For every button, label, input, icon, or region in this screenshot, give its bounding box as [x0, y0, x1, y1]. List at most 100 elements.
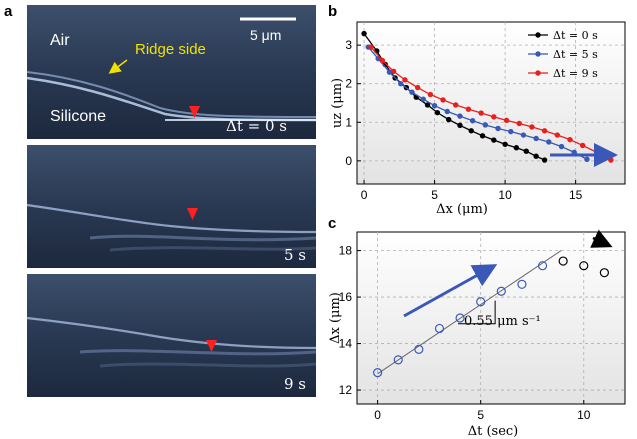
time-label-0: Δt = 0 s — [226, 117, 287, 135]
chart-c-ytick-label: 16 — [339, 290, 353, 304]
chart-b-point — [478, 110, 484, 116]
chart-b-point — [457, 122, 463, 129]
chart-c-point — [537, 261, 548, 271]
chart-b-point — [409, 89, 415, 95]
chart-b-point — [491, 137, 497, 143]
panel-label-c: c — [328, 215, 336, 232]
chart-b-point — [482, 122, 489, 128]
chart-b-point — [491, 114, 497, 120]
chart-b-point — [427, 91, 434, 98]
chart-b-legend-label: Δt = 0 s — [553, 29, 598, 42]
chart-c-fit-line — [377, 250, 562, 375]
chart-b-point — [431, 103, 438, 109]
chart-c: 0 5 10 12 14 16 18 — [339, 229, 626, 422]
micrograph-0s: 5 μm Air Ridge side Silicone Δt = 0 s — [26, 5, 317, 139]
chart-c-xtick-label: 10 — [577, 408, 591, 422]
scale-bar-label: 5 μm — [250, 27, 281, 43]
chart-b-ytick-label: 1 — [345, 115, 352, 129]
chart-b-point — [503, 117, 510, 124]
time-label-5: 5 s — [284, 246, 306, 264]
chart-c-point — [455, 313, 465, 323]
chart-b-point — [579, 142, 586, 149]
silicone-label: Silicone — [50, 108, 106, 125]
chart-c-xtick-label: 5 — [477, 408, 484, 422]
chart-b-point — [567, 136, 573, 143]
chart-c-point — [599, 268, 609, 278]
chart-c-xtick-label: 0 — [374, 408, 381, 422]
chart-b-point — [444, 108, 450, 115]
chart-c-slope-triangle — [458, 300, 496, 325]
chart-b-point — [541, 157, 548, 163]
chart-b-point — [516, 120, 522, 127]
chart-c-ytick-label: 12 — [339, 383, 353, 397]
chart-b-point — [554, 132, 560, 138]
micrograph-5s: 5 s — [26, 145, 317, 268]
chart-b-point — [584, 156, 590, 163]
chart-b-point — [424, 102, 431, 108]
chart-b-point — [529, 124, 535, 130]
chart-b-xtick-label: 5 — [431, 188, 438, 202]
chart-b-point — [434, 109, 441, 116]
chart-c-ytick-label: 14 — [339, 337, 353, 351]
panel-label-b: b — [328, 3, 337, 20]
chart-b-point — [608, 157, 614, 163]
chart-c-ytick-label: 18 — [339, 244, 353, 258]
panel-label-a: a — [4, 3, 13, 20]
chart-b-xtick-label: 10 — [498, 188, 512, 202]
chart-b-point — [379, 57, 386, 64]
chart-b-point — [468, 128, 474, 134]
micrograph-9s: 9 s — [26, 274, 317, 397]
chart-c-point — [373, 368, 383, 378]
chart-b-point — [465, 106, 472, 112]
chart-b-point — [414, 84, 421, 91]
chart-c-point — [579, 261, 589, 271]
chart-b-point — [546, 139, 552, 145]
chart-b-point — [495, 125, 501, 132]
chart-b-point — [513, 145, 520, 151]
chart-c-point — [476, 297, 486, 307]
chart-b-point — [508, 128, 514, 135]
chart-b-legend-label: Δt = 9 s — [553, 67, 598, 80]
air-label: Air — [50, 32, 70, 49]
ridge-arrow — [108, 59, 128, 74]
red-arrowhead-marker — [187, 208, 198, 220]
ridge-side-label: Ridge side — [135, 41, 206, 58]
chart-b-ytick-label: 0 — [345, 154, 352, 168]
chart-b-point — [402, 77, 408, 83]
chart-b-point — [386, 69, 393, 75]
chart-b-plot-area — [356, 21, 626, 185]
slope-annotation: 0.55 μm s⁻¹ — [464, 314, 541, 329]
chart-b-point — [523, 148, 529, 154]
chart-b-xtick-label: 15 — [569, 188, 583, 202]
chart-b-point — [445, 116, 452, 123]
chart-b-point — [520, 132, 527, 138]
chart-b-point — [440, 97, 446, 103]
chart-b-point — [558, 143, 565, 150]
chart-b: 0 5 10 15 0 1 2 3 Δt = 0 s Δt = 5 s Δt = 9 s — [345, 21, 626, 202]
chart-c-point — [558, 256, 568, 266]
chart-b-legend-marker — [535, 70, 541, 76]
chart-c-point — [517, 279, 527, 289]
chart-b-xlabel: Δx (μm) — [436, 202, 488, 217]
chart-c-point — [414, 344, 424, 354]
chart-c-deviation-arrow — [590, 229, 613, 248]
chart-b-point — [533, 135, 539, 142]
chart-b-xtick-label: 0 — [361, 188, 368, 202]
chart-b-legend-marker — [535, 51, 541, 57]
chart-c-point — [434, 323, 445, 334]
chart-b-legend-marker — [535, 32, 541, 38]
chart-c-xlabel: Δt (sec) — [468, 424, 519, 439]
time-label-9: 9 s — [284, 375, 306, 393]
chart-b-point — [469, 118, 476, 124]
red-arrowhead-marker — [206, 340, 217, 352]
chart-b-point — [479, 133, 486, 139]
chart-c-point — [496, 286, 506, 296]
chart-b-ytick-label: 3 — [345, 38, 352, 52]
chart-b-point — [453, 102, 459, 108]
chart-c-point — [393, 355, 403, 365]
chart-c-plot-area — [356, 231, 626, 405]
chart-b-point — [541, 128, 548, 134]
chart-b-point — [361, 30, 367, 37]
chart-b-legend-label: Δt = 5 s — [553, 48, 598, 61]
